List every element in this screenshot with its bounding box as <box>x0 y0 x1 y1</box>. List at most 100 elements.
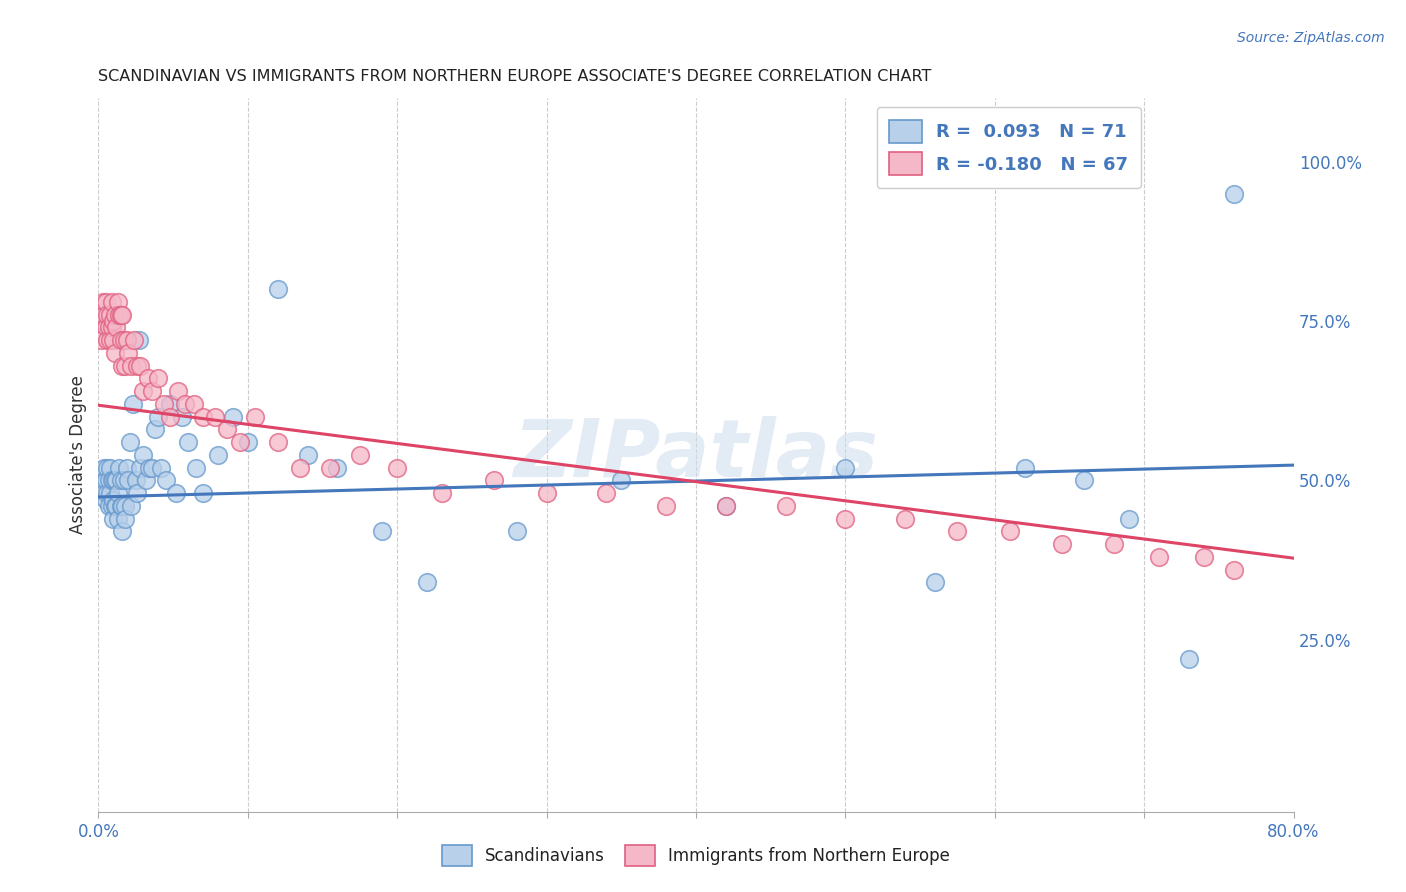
Point <box>215 422 238 436</box>
Point <box>288 460 311 475</box>
Point <box>94 295 117 310</box>
Point <box>111 499 134 513</box>
Point <box>135 474 157 488</box>
Point <box>91 295 114 310</box>
Point <box>371 524 394 539</box>
Point <box>136 371 159 385</box>
Point <box>110 333 132 347</box>
Point <box>1014 460 1036 475</box>
Point <box>141 460 163 475</box>
Point <box>94 492 117 507</box>
Point <box>1147 549 1170 564</box>
Point <box>172 409 194 424</box>
Point <box>101 474 124 488</box>
Point <box>946 524 969 539</box>
Point <box>297 448 319 462</box>
Point <box>112 474 135 488</box>
Point <box>104 346 127 360</box>
Point <box>416 575 439 590</box>
Point <box>834 511 856 525</box>
Point <box>96 460 118 475</box>
Point <box>132 448 155 462</box>
Point <box>148 409 170 424</box>
Point <box>267 282 290 296</box>
Point <box>103 492 125 507</box>
Point <box>93 486 115 500</box>
Point <box>1073 474 1095 488</box>
Point <box>97 320 120 334</box>
Point <box>506 524 529 539</box>
Point <box>100 333 122 347</box>
Point <box>484 474 506 488</box>
Point <box>714 499 737 513</box>
Point <box>150 460 173 475</box>
Point <box>108 460 131 475</box>
Point <box>143 422 166 436</box>
Point <box>93 460 115 475</box>
Point <box>385 460 409 475</box>
Point <box>114 359 136 373</box>
Text: Source: ZipAtlas.com: Source: ZipAtlas.com <box>1237 31 1385 45</box>
Point <box>105 474 128 488</box>
Point <box>319 460 342 475</box>
Point <box>118 435 141 450</box>
Text: ZIPatlas: ZIPatlas <box>513 416 879 494</box>
Point <box>1223 563 1246 577</box>
Point <box>107 511 129 525</box>
Point <box>125 474 148 488</box>
Point <box>100 460 122 475</box>
Point <box>127 486 149 500</box>
Y-axis label: Associate's Degree: Associate's Degree <box>69 376 87 534</box>
Point <box>430 486 453 500</box>
Point <box>148 371 170 385</box>
Point <box>595 486 617 500</box>
Point <box>204 409 226 424</box>
Point <box>111 308 134 322</box>
Point <box>894 511 917 525</box>
Point <box>101 320 124 334</box>
Point <box>121 397 143 411</box>
Point <box>155 474 177 488</box>
Point <box>159 409 181 424</box>
Point <box>100 486 122 500</box>
Point <box>207 448 229 462</box>
Text: SCANDINAVIAN VS IMMIGRANTS FROM NORTHERN EUROPE ASSOCIATE'S DEGREE CORRELATION C: SCANDINAVIAN VS IMMIGRANTS FROM NORTHERN… <box>98 70 932 85</box>
Point <box>103 333 125 347</box>
Point <box>166 384 188 399</box>
Point <box>110 308 132 322</box>
Point <box>349 448 371 462</box>
Point <box>108 308 131 322</box>
Point <box>124 333 146 347</box>
Point <box>138 460 160 475</box>
Point <box>120 359 142 373</box>
Point <box>222 409 245 424</box>
Point <box>998 524 1021 539</box>
Point <box>105 499 128 513</box>
Point <box>115 333 138 347</box>
Point <box>112 333 135 347</box>
Point <box>1178 652 1201 666</box>
Point <box>536 486 558 500</box>
Point <box>245 409 267 424</box>
Point <box>100 308 122 322</box>
Point <box>104 499 127 513</box>
Point <box>97 474 120 488</box>
Point <box>94 474 117 488</box>
Point <box>267 435 290 450</box>
Point <box>128 333 150 347</box>
Point <box>96 308 118 322</box>
Point <box>103 474 125 488</box>
Point <box>107 295 129 310</box>
Point <box>191 486 214 500</box>
Point <box>834 460 856 475</box>
Point <box>191 409 214 424</box>
Point <box>159 397 181 411</box>
Point <box>117 474 139 488</box>
Point <box>610 474 633 488</box>
Point <box>714 499 737 513</box>
Point <box>103 314 125 328</box>
Point <box>90 333 112 347</box>
Point <box>104 474 127 488</box>
Point <box>96 333 118 347</box>
Point <box>107 486 129 500</box>
